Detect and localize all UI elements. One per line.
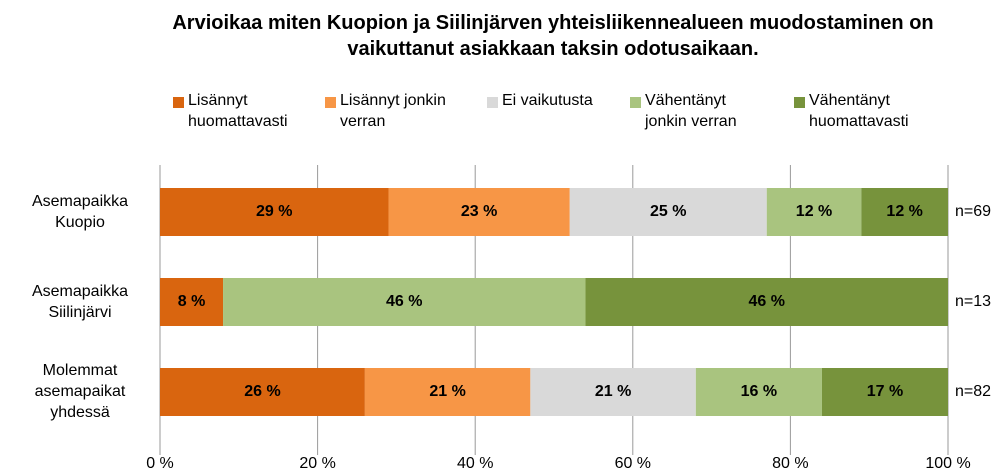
legend-swatch xyxy=(630,97,641,108)
y-tick-label: Asemapaikka Siilinjärvi xyxy=(31,283,129,321)
data-label: 8 % xyxy=(178,293,206,310)
x-tick-label: 100 % xyxy=(925,455,970,472)
legend-label: Lisännyt huomattavasti xyxy=(188,92,288,130)
bar-segment xyxy=(223,278,586,326)
data-label: 29 % xyxy=(256,203,292,220)
annotation: n=69 xyxy=(955,203,991,220)
data-label: 23 % xyxy=(461,203,497,220)
y-tick-label: Molemmat asemapaikat yhdessä xyxy=(34,362,126,421)
x-tick-label: 60 % xyxy=(615,455,651,472)
legend-swatch xyxy=(325,97,336,108)
bar-segment xyxy=(160,368,365,416)
data-label: 12 % xyxy=(796,203,832,220)
data-label: 26 % xyxy=(244,383,280,400)
data-label: 16 % xyxy=(741,383,777,400)
bar-segment xyxy=(160,188,389,236)
x-tick-label: 20 % xyxy=(299,455,335,472)
bar-segment xyxy=(530,368,696,416)
legend-label: Vähentänyt huomattavasti xyxy=(809,92,909,130)
bar-segment xyxy=(766,188,862,236)
data-label: 21 % xyxy=(595,383,631,400)
data-label: 46 % xyxy=(386,293,422,310)
chart-title: Arvioikaa miten Kuopion ja Siilinjärven … xyxy=(172,12,934,60)
legend-swatch xyxy=(173,97,184,108)
bar-segment xyxy=(821,368,948,416)
bar-segment xyxy=(569,188,767,236)
y-tick-label: Asemapaikka Kuopio xyxy=(31,193,129,231)
annotation: n=82 xyxy=(955,383,991,400)
data-label: 25 % xyxy=(650,203,686,220)
legend-label: Ei vaikutusta xyxy=(502,92,593,109)
bar-segment xyxy=(585,278,948,326)
legend-swatch xyxy=(794,97,805,108)
legend-swatch xyxy=(487,97,498,108)
annotation: n=13 xyxy=(955,293,991,310)
data-label: 17 % xyxy=(867,383,903,400)
bar-segment xyxy=(388,188,570,236)
x-tick-label: 80 % xyxy=(772,455,808,472)
data-label: 12 % xyxy=(886,203,922,220)
legend-label: Vähentänyt jonkin verran xyxy=(645,92,737,130)
bar-segment xyxy=(861,188,948,236)
bar-segment xyxy=(160,278,224,326)
bar-segment xyxy=(695,368,822,416)
x-tick-label: 40 % xyxy=(457,455,493,472)
legend-label: Lisännyt jonkin verran xyxy=(340,92,446,130)
bar-segment xyxy=(364,368,531,416)
x-tick-label: 0 % xyxy=(146,455,174,472)
data-label: 21 % xyxy=(429,383,465,400)
data-label: 46 % xyxy=(749,293,785,310)
